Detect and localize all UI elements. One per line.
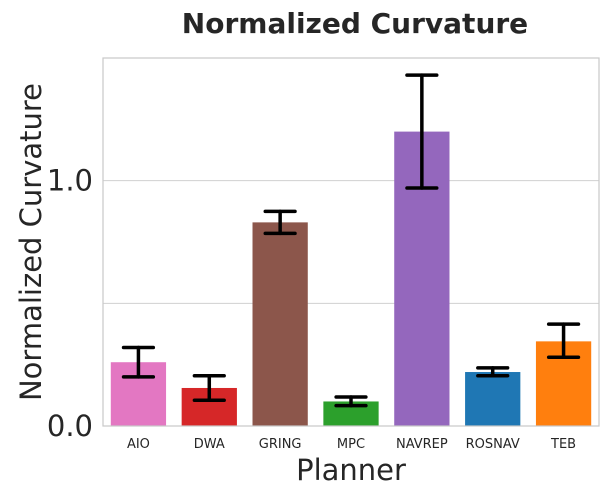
x-axis-label: Planner [296,453,406,487]
x-tick-label: TEB [550,437,576,452]
error-bars [121,73,581,408]
x-tick-label: MPC [337,437,365,452]
gridlines [103,180,599,304]
bar-rosnav [465,372,521,426]
x-tick-label: ROSNAV [466,437,520,452]
x-tick-labels: AIO DWA GRING MPC NAVREP ROSNAV TEB [127,437,576,452]
error-bar-mpc [334,395,368,408]
error-bar-teb [546,322,581,360]
y-tick-labels: 0.0 1.0 [47,164,93,443]
x-tick-label: GRING [259,437,302,452]
bars [110,131,592,426]
error-bar-aio [121,345,156,379]
error-bar-dwa [192,373,226,402]
error-bar-gring [263,209,297,236]
chart-title: Normalized Curvature [182,7,528,40]
y-tick-label: 0.0 [47,409,93,443]
y-tick-label: 1.0 [47,164,93,198]
error-bar-rosnav [476,366,510,378]
error-bar-navrep [405,73,439,190]
x-tick-label: DWA [194,437,225,452]
x-tick-label: AIO [127,437,150,452]
plot-frame [102,57,600,427]
bar-gring [252,222,308,426]
x-tick-label: NAVREP [396,437,448,452]
y-axis-label: Normalized Curvature [14,83,48,401]
